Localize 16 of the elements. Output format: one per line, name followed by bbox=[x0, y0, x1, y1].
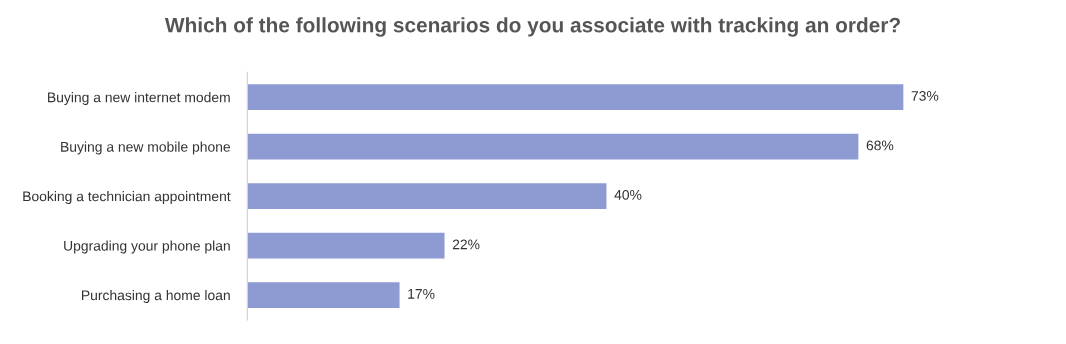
y-tick-label: Purchasing a home loan bbox=[82, 290, 230, 303]
chart-title: Which of the following scenarios do you associate with tracking an order? bbox=[164, 17, 900, 37]
bar bbox=[247, 181, 608, 211]
y-tick-label: Buying a new internet modem bbox=[48, 92, 230, 106]
bar bbox=[247, 231, 446, 260]
bar bbox=[247, 82, 905, 112]
data-label: 68% bbox=[866, 140, 894, 151]
data-label: 17% bbox=[408, 289, 435, 299]
y-tick-label: Booking a technician appointment bbox=[23, 191, 231, 204]
y-tick-label: Upgrading your phone plan bbox=[64, 240, 230, 254]
bar bbox=[247, 132, 860, 161]
data-label: 22% bbox=[452, 239, 480, 250]
bar bbox=[247, 280, 401, 310]
data-label: 73% bbox=[911, 91, 939, 101]
y-tick-label: Buying a new mobile phone bbox=[61, 141, 231, 155]
data-label: 40% bbox=[614, 189, 642, 200]
